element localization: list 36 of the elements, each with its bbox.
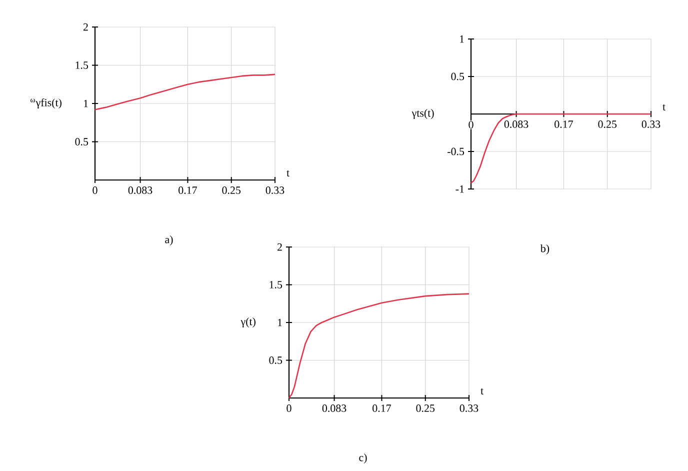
y-axis-title: $^{ω}$γfis(t) (30, 98, 62, 109)
x-tick-label: 0.25 (598, 120, 617, 128)
text: b) (540, 244, 550, 254)
x-tick-label: 0.17 (178, 186, 197, 194)
y-tick-label: 1 (278, 318, 282, 326)
y-tick-label: 0.5 (451, 72, 464, 80)
x-tick-label: 0.17 (372, 404, 391, 412)
y-tick-label: 1.5 (76, 62, 88, 69)
x-tick-label: 0.083 (504, 120, 528, 128)
x-axis-title: t (480, 388, 484, 394)
y-tick-label: 1 (460, 35, 464, 43)
y-tick-label: 2 (83, 23, 88, 31)
x-tick-label: 0.083 (128, 186, 152, 194)
y-axis-title: γ(t) (240, 318, 256, 328)
y-tick-label: 1.5 (270, 281, 282, 288)
x-tick-label: 0 (92, 186, 98, 194)
y-axis-title: γts(t) (412, 109, 434, 119)
y-tick-label: 0.5 (75, 138, 88, 146)
y-tick-label: 2 (277, 243, 282, 251)
x-tick-label: 0 (286, 404, 292, 412)
x-axis-title: t (286, 170, 290, 176)
text: c) (359, 454, 367, 464)
y-tick-label: -1 (456, 185, 464, 193)
x-tick-label: 0.33 (642, 120, 660, 128)
x-tick-label: 0.17 (554, 120, 573, 128)
x-tick-label: 0.083 (322, 404, 346, 412)
x-tick-label: 0 (468, 121, 474, 129)
x-axis-title: t (662, 104, 666, 110)
y-tick-label: 1 (84, 100, 88, 108)
x-tick-label: 0.33 (460, 404, 478, 412)
x-tick-label: 0.25 (416, 404, 435, 412)
y-tick-label: 0.5 (269, 356, 282, 364)
y-tick-label: -0.5 (448, 148, 464, 156)
x-tick-label: 0.33 (266, 186, 284, 194)
text: a) (165, 236, 173, 246)
x-tick-label: 0.25 (222, 186, 241, 194)
